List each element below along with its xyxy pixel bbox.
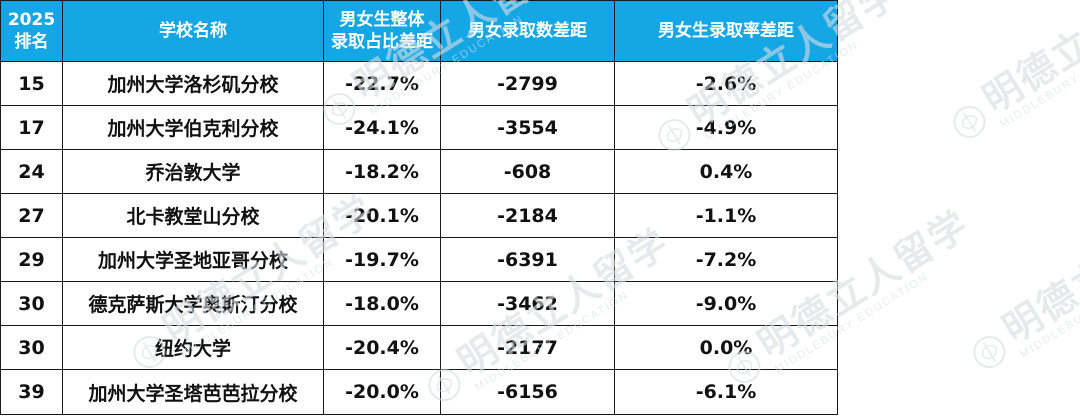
school-cell: 北卡教堂山分校 bbox=[62, 193, 324, 238]
rate-gap-cell: -4.9% bbox=[614, 105, 838, 150]
watermark-main-text: 明德立人留学 bbox=[994, 186, 1080, 352]
rate-gap-cell: -9.0% bbox=[614, 281, 838, 326]
table-row: 27 北卡教堂山分校 -20.1% -2184 -1.1% bbox=[0, 193, 838, 238]
table-row: 30 纽约大学 -20.4% -2177 0.0% bbox=[0, 325, 838, 370]
share-gap-cell: -22.7% bbox=[323, 61, 441, 106]
watermark-sub-text: MIDDLEBURY EDUCATION bbox=[998, 26, 1080, 131]
table-row: 15 加州大学洛杉矶分校 -22.7% -2799 -2.6% bbox=[0, 61, 838, 106]
watermark-sub-text: MIDDLEBURY EDUCATION bbox=[1018, 256, 1080, 361]
share-gap-header: 男女生整体 录取占比差距 bbox=[323, 0, 441, 62]
watermark-logo-icon bbox=[953, 105, 986, 138]
share-gap-header-line1: 男女生整体 bbox=[339, 10, 425, 30]
rank-cell: 39 bbox=[0, 369, 63, 415]
school-cell: 加州大学伯克利分校 bbox=[62, 105, 324, 150]
table-header-row: 2025 排名 学校名称 男女生整体 录取占比差距 男女录取数差距 男女生录取率… bbox=[0, 0, 838, 62]
table-row: 17 加州大学伯克利分校 -24.1% -3554 -4.9% bbox=[0, 105, 838, 150]
rank-cell: 17 bbox=[0, 105, 63, 150]
rate-gap-cell: 0.4% bbox=[614, 149, 838, 194]
rate-gap-cell: -2.6% bbox=[614, 61, 838, 106]
share-gap-cell: -18.0% bbox=[323, 281, 441, 326]
rank-cell: 15 bbox=[0, 61, 63, 106]
rate-gap-cell: -1.1% bbox=[614, 193, 838, 238]
watermark-text: 明德立人留学 MIDDLEBURY EDUCATION bbox=[994, 186, 1080, 361]
share-gap-cell: -20.0% bbox=[323, 369, 441, 415]
school-cell: 乔治敦大学 bbox=[62, 149, 324, 194]
school-cell: 加州大学圣塔芭芭拉分校 bbox=[62, 369, 324, 415]
rank-cell: 24 bbox=[0, 149, 63, 194]
school-cell: 加州大学圣地亚哥分校 bbox=[62, 237, 324, 282]
rate-gap-cell: 0.0% bbox=[614, 325, 838, 370]
table-row: 30 德克萨斯大学奥斯汀分校 -18.0% -3462 -9.0% bbox=[0, 281, 838, 326]
share-gap-cell: -20.4% bbox=[323, 325, 441, 370]
watermark: 明德立人留学 MIDDLEBURY EDUCATION bbox=[961, 186, 1080, 384]
count-gap-cell: -608 bbox=[440, 149, 615, 194]
watermark: 明德立人留学 MIDDLEBURY EDUCATION bbox=[941, 0, 1080, 153]
count-gap-cell: -6391 bbox=[440, 237, 615, 282]
admission-gap-table: 2025 排名 学校名称 男女生整体 录取占比差距 男女录取数差距 男女生录取率… bbox=[0, 0, 838, 415]
count-gap-header: 男女录取数差距 bbox=[440, 0, 615, 62]
count-gap-cell: -3554 bbox=[440, 105, 615, 150]
school-header: 学校名称 bbox=[62, 0, 324, 62]
admission-table-container: 2025 排名 学校名称 男女生整体 录取占比差距 男女录取数差距 男女生录取率… bbox=[0, 0, 838, 415]
rate-gap-header: 男女生录取率差距 bbox=[614, 0, 838, 62]
share-gap-cell: -20.1% bbox=[323, 193, 441, 238]
rate-gap-cell: -6.1% bbox=[614, 369, 838, 415]
table-row: 39 加州大学圣塔芭芭拉分校 -20.0% -6156 -6.1% bbox=[0, 369, 838, 415]
share-gap-cell: -18.2% bbox=[323, 149, 441, 194]
rank-header-line1: 2025 bbox=[7, 10, 56, 30]
count-gap-cell: -2184 bbox=[440, 193, 615, 238]
count-gap-cell: -3462 bbox=[440, 281, 615, 326]
table-row: 24 乔治敦大学 -18.2% -608 0.4% bbox=[0, 149, 838, 194]
count-gap-cell: -6156 bbox=[440, 369, 615, 415]
watermark-text: 明德立人留学 MIDDLEBURY EDUCATION bbox=[974, 0, 1080, 131]
rank-header-line2: 排名 bbox=[14, 32, 49, 52]
share-gap-cell: -24.1% bbox=[323, 105, 441, 150]
school-cell: 纽约大学 bbox=[62, 325, 324, 370]
rank-header: 2025 排名 bbox=[0, 0, 63, 62]
rank-cell: 29 bbox=[0, 237, 63, 282]
rank-cell: 30 bbox=[0, 325, 63, 370]
school-cell: 德克萨斯大学奥斯汀分校 bbox=[62, 281, 324, 326]
rank-cell: 30 bbox=[0, 281, 63, 326]
rate-gap-cell: -7.2% bbox=[614, 237, 838, 282]
share-gap-cell: -19.7% bbox=[323, 237, 441, 282]
share-gap-header-line2: 录取占比差距 bbox=[331, 32, 433, 52]
count-gap-cell: -2799 bbox=[440, 61, 615, 106]
count-gap-cell: -2177 bbox=[440, 325, 615, 370]
table-row: 29 加州大学圣地亚哥分校 -19.7% -6391 -7.2% bbox=[0, 237, 838, 282]
watermark-logo-icon bbox=[973, 335, 1006, 368]
watermark-main-text: 明德立人留学 bbox=[974, 0, 1080, 122]
rank-cell: 27 bbox=[0, 193, 63, 238]
school-cell: 加州大学洛杉矶分校 bbox=[62, 61, 324, 106]
